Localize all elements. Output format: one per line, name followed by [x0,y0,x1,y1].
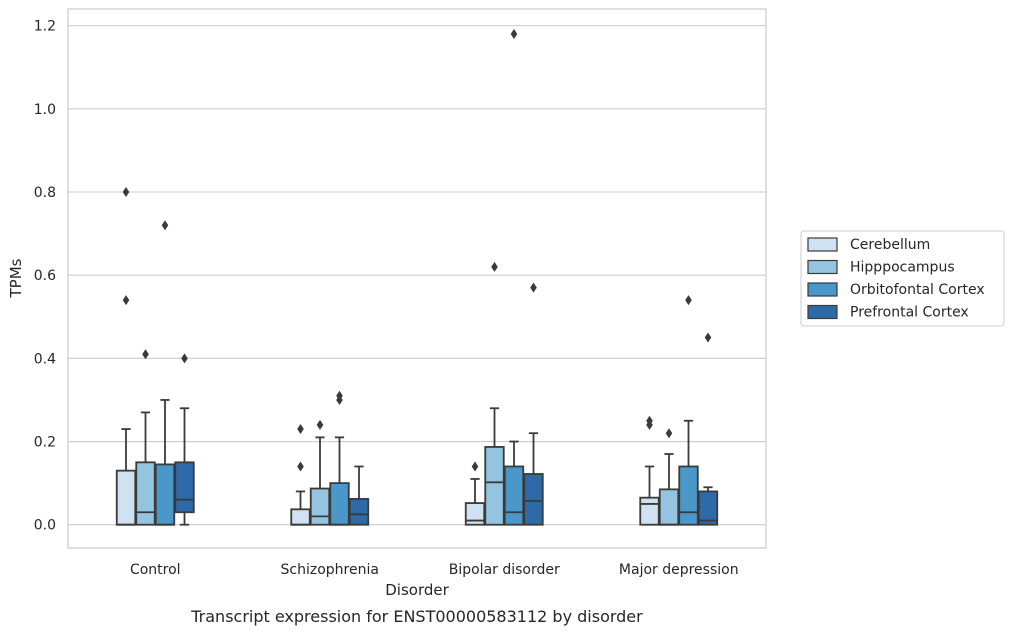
legend-frame [800,230,1005,327]
y-tick-label: 0.2 [34,435,56,451]
legend-label: Orbitofontal Cortex [850,282,985,298]
x-axis-ticks: Control Schizophrenia Bipolar disorder Majo… [130,562,739,578]
legend-label: Cerebellum [850,237,930,253]
box [464,502,486,526]
box-group [523,282,544,526]
box-group [135,349,156,526]
y-tick-label: 1.0 [34,102,56,118]
box [658,488,680,526]
box [639,496,660,526]
box-group [174,353,195,526]
outlier-point [297,461,304,472]
box [135,461,156,526]
plot-frame [67,8,767,549]
legend: Cerebellum Hipppocampus Orbitofontal Corte… [800,230,1005,327]
box [697,490,719,526]
box [678,465,699,526]
legend-swatch [807,282,838,297]
y-tick-label: 0.8 [34,185,56,201]
y-tick-label: 0.0 [34,518,56,534]
outlier-point [646,415,653,426]
box-group [678,295,699,526]
outlier-point [471,461,479,472]
outlier-point [530,282,537,293]
outlier-point [685,295,692,306]
box [348,498,370,526]
outlier-point [316,419,324,430]
outlier-point [704,332,712,343]
x-tick-label: Control [130,562,181,578]
y-tick-label: 1.2 [34,19,56,35]
box-group [464,461,486,526]
x-axis-label: Disorder [385,581,449,599]
outlier-point [122,295,130,306]
box-group [484,261,505,526]
y-axis-label: TPMs [7,258,25,298]
box [309,487,331,526]
outlier-point [297,424,304,435]
box-group [309,419,331,526]
legend-label: Prefrontal Cortex [850,305,969,321]
outlier-point [336,390,343,401]
legend-swatch [807,237,838,252]
legend-swatch [807,304,838,320]
box-group [348,465,370,526]
box [503,465,525,526]
x-tick-label: Major depression [619,562,739,578]
outlier-point [181,353,188,364]
outlier-point [491,261,498,272]
box-group [503,28,525,526]
box-series [115,28,719,526]
box-group [115,186,137,526]
box-group [154,220,176,526]
box [115,469,137,526]
y-tick-label: 0.4 [34,351,56,367]
box [329,482,350,526]
box-group [329,390,350,526]
outlier-point [122,186,130,197]
box-group [658,428,680,526]
x-tick-label: Schizophrenia [281,562,379,578]
legend-label: Hipppocampus [850,260,955,276]
box [174,461,195,514]
x-tick-label: Bipolar disorder [449,562,560,578]
box-group [639,415,660,526]
y-tick-label: 0.6 [34,268,56,284]
box [290,508,311,526]
y-axis-ticks: 0.0 0.2 0.4 0.6 0.8 1.0 1.2 [34,19,56,534]
outlier-point [161,220,169,231]
outlier-point [142,349,149,360]
box [484,446,505,526]
box-group [290,424,311,526]
legend-swatch [807,259,838,275]
gridlines [68,25,766,526]
chart-caption: Transcript expression for ENST0000058311… [190,607,643,626]
outlier-point [510,28,518,39]
box [154,463,176,526]
box-group [697,332,719,526]
outlier-point [665,428,673,439]
box [523,473,544,526]
legend-items: Cerebellum Hipppocampus Orbitofontal Corte… [807,237,985,321]
